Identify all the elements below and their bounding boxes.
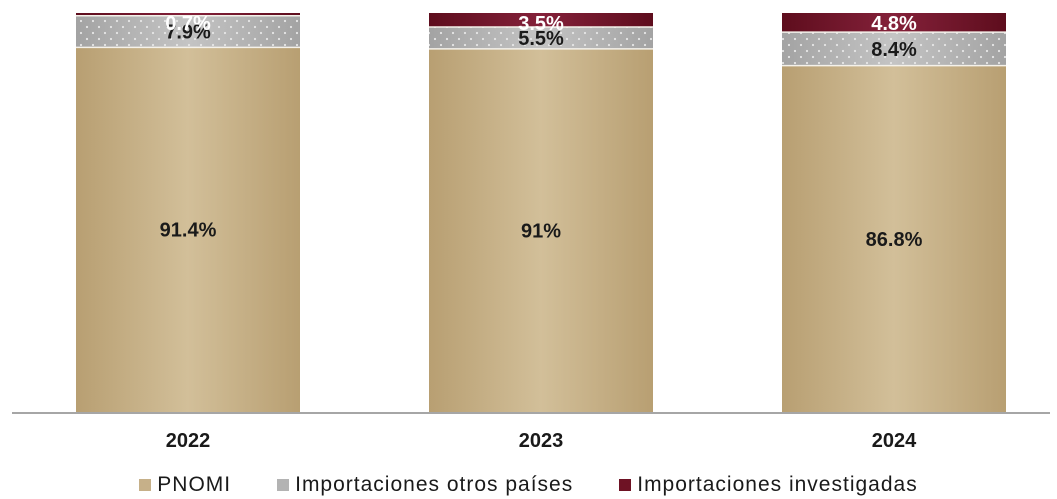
legend-item-importaciones-investigadas: Importaciones investigadas — [619, 473, 917, 497]
legend-label: Importaciones otros países — [295, 472, 574, 496]
x-tick-label-2024: 2024 — [872, 430, 917, 452]
bar-importaciones-investigadas-2024 — [782, 13, 1006, 33]
legend-item-importaciones-otros-paises: Importaciones otros países — [277, 473, 573, 497]
x-tick-labels: 2022 2023 2024 — [166, 430, 917, 452]
bar-texture-importaciones-otros-paises-2023 — [429, 26, 653, 49]
legend-label: Importaciones investigadas — [637, 472, 918, 496]
bar-importaciones-investigadas-2022 — [76, 13, 300, 16]
data-label-importaciones-investigadas-2024: 4.8% — [871, 13, 917, 35]
legend-swatch — [139, 478, 152, 491]
data-label-pnomi-2023: 91% — [521, 220, 561, 242]
bar-pnomi-2023 — [429, 48, 653, 412]
bar-pnomi-2024 — [782, 65, 1006, 412]
legend-label: PNOMI — [157, 472, 232, 496]
legend-swatch — [277, 478, 290, 491]
bar-importaciones-investigadas-2023 — [429, 13, 653, 27]
data-label-importaciones-otros-paises-2022: 7.9% — [165, 22, 211, 44]
bar-pnomi-2022 — [76, 47, 300, 413]
bar-texture-importaciones-otros-paises-2022 — [76, 15, 300, 48]
data-label-importaciones-otros-paises-2023: 5.5% — [518, 28, 564, 50]
data-label-importaciones-investigadas-2022: 0.7% — [165, 13, 211, 35]
bars-group: 91.4% 7.9%0.7% 91% 5.5%3.5% 86.8% 8.4% 4.8% — [76, 13, 1006, 413]
legend-swatch — [619, 478, 632, 491]
data-label-importaciones-investigadas-2023: 3.5% — [518, 13, 564, 35]
bar-texture-importaciones-otros-paises-2024 — [782, 32, 1006, 66]
legend: PNOMI Importaciones otros países Importaci… — [0, 470, 1057, 499]
stacked-bar-chart: 91.4% 7.9%0.7% 91% 5.5%3.5% 86.8% 8.4% 4.8% 20… — [12, 13, 1050, 452]
data-label-pnomi-2022: 91.4% — [160, 220, 217, 242]
data-label-importaciones-otros-paises-2024: 8.4% — [871, 39, 917, 61]
x-tick-label-2022: 2022 — [166, 430, 211, 452]
legend-item-pnomi: PNOMI — [139, 473, 231, 497]
data-label-pnomi-2024: 86.8% — [866, 229, 923, 251]
x-tick-label-2023: 2023 — [519, 430, 564, 452]
